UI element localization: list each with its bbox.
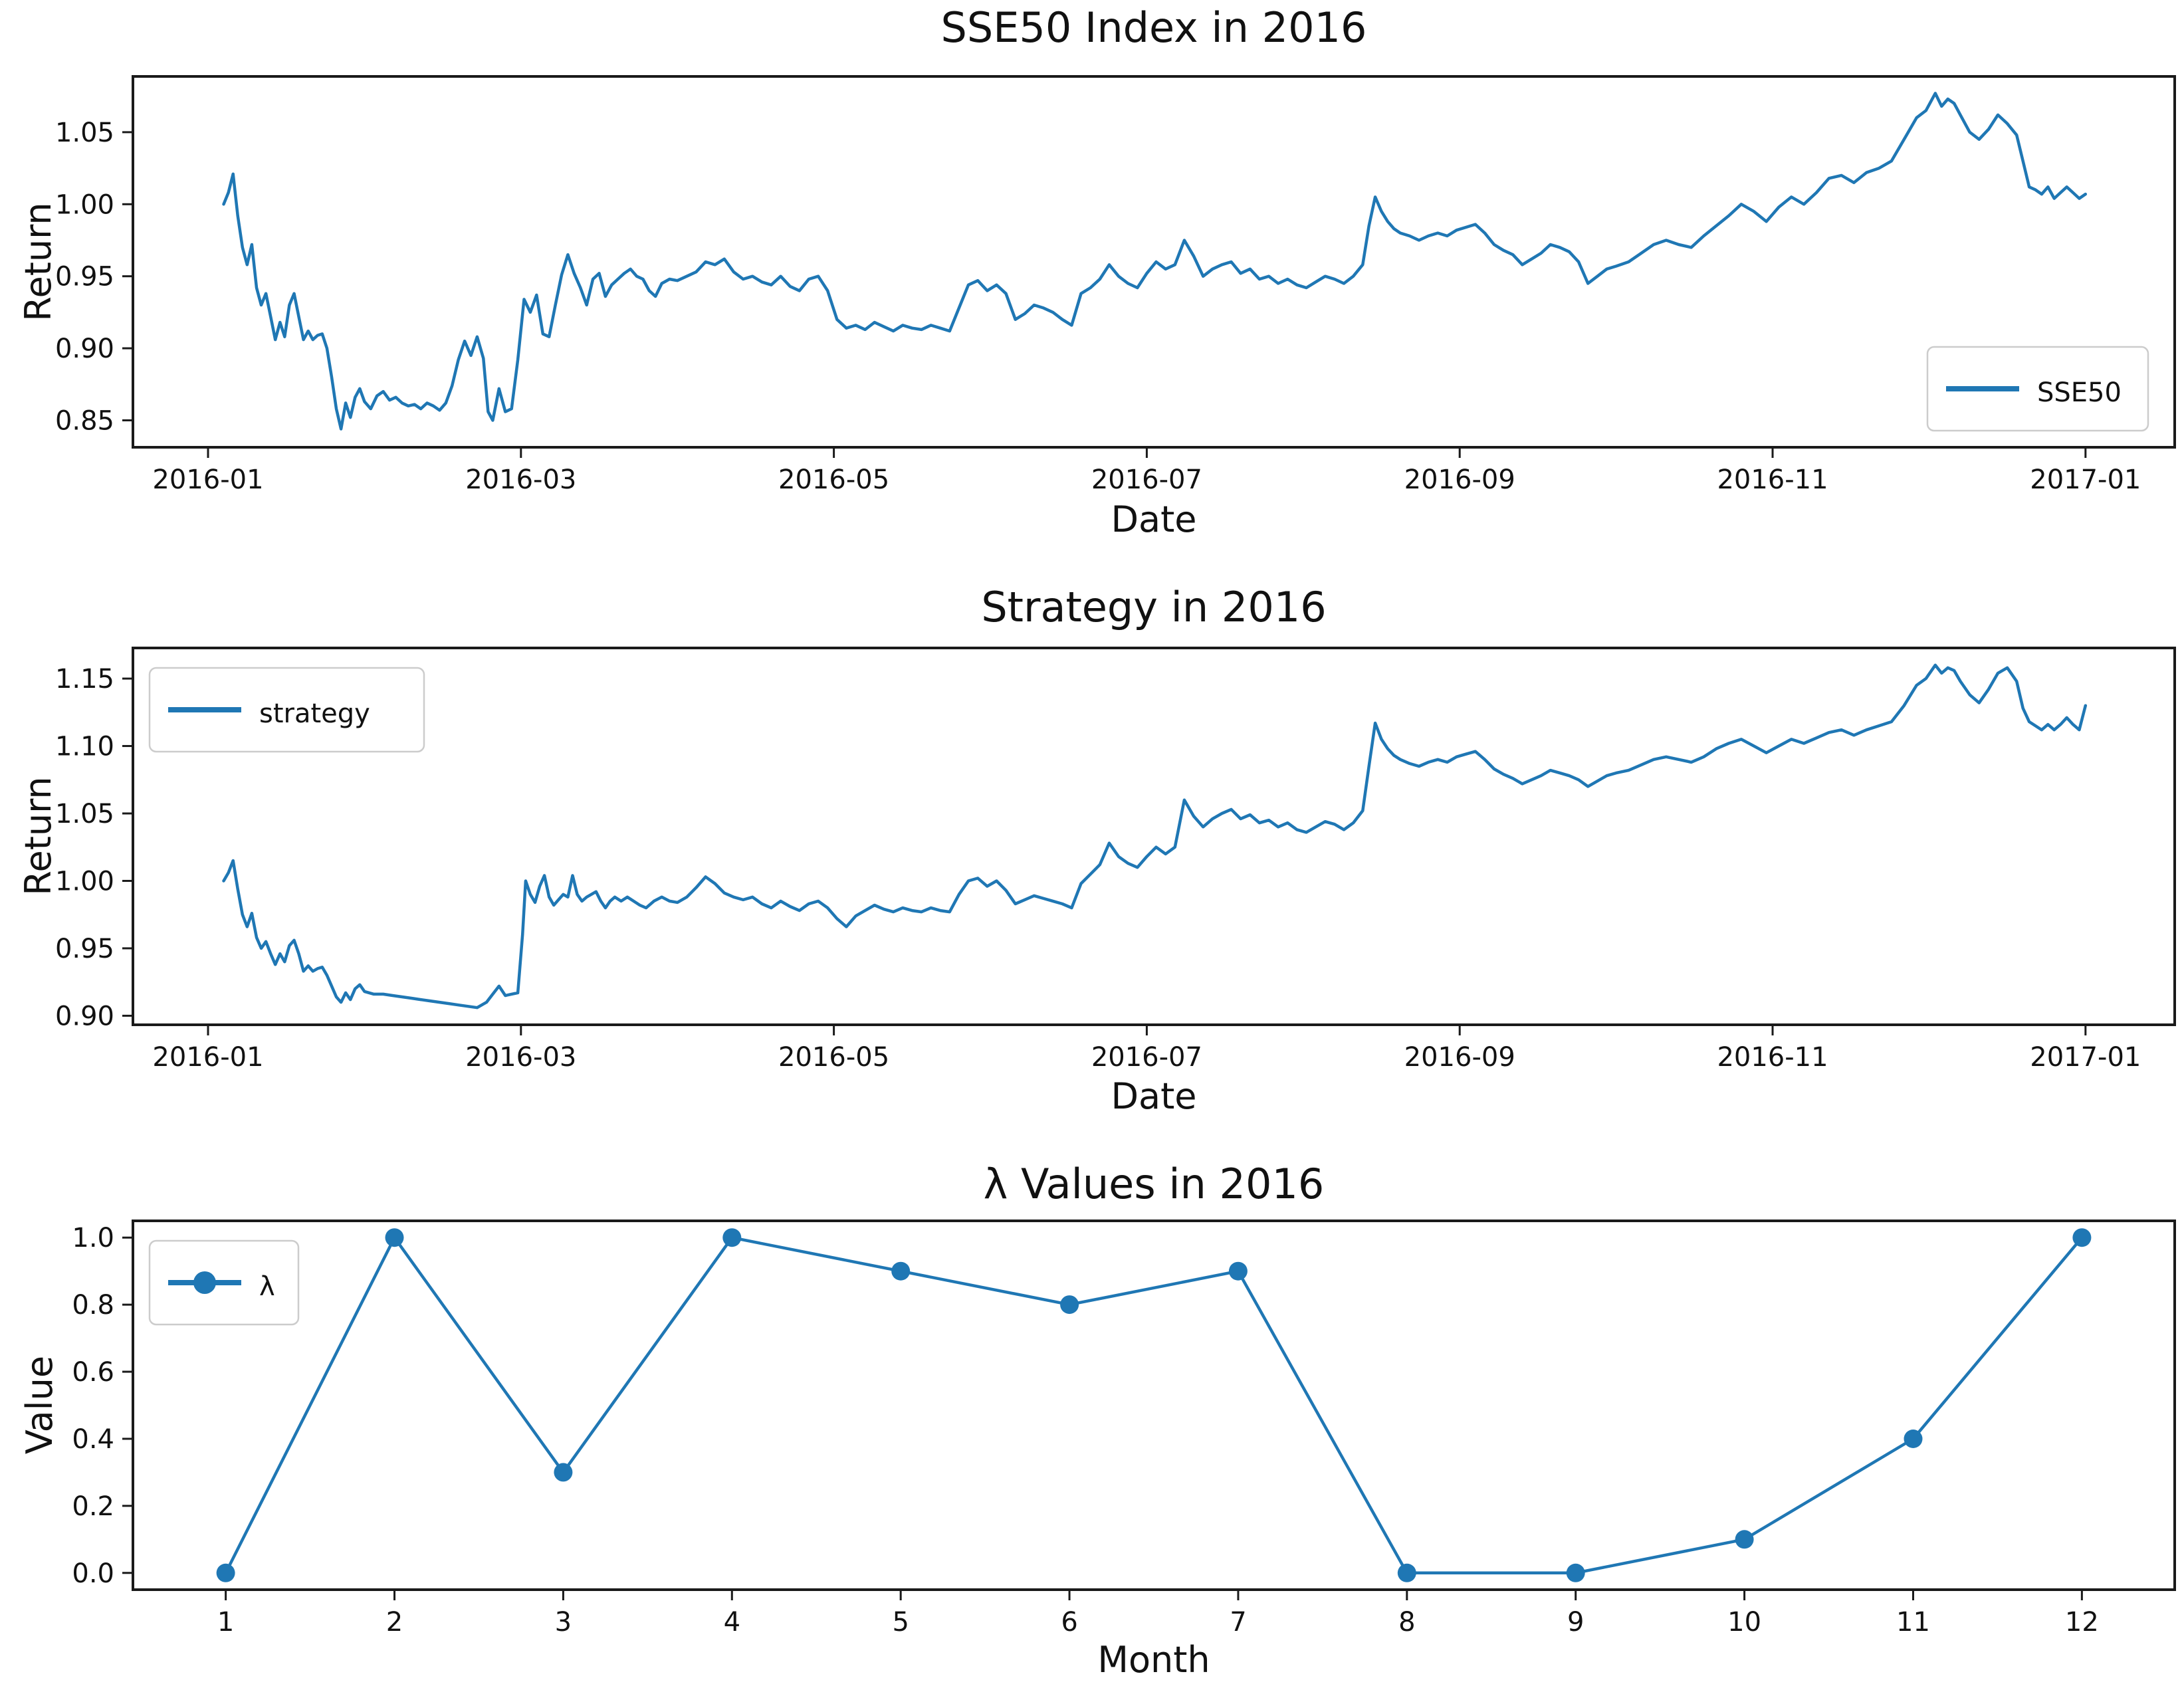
x-tick-label: 2016-01 bbox=[152, 465, 263, 495]
x-axis-label-date-middle: Date bbox=[1111, 1075, 1197, 1117]
subplot-strategy: 2016-01 2016-03 2016-05 2016-07 2016-09 2016-… bbox=[55, 647, 2176, 1073]
x-axis-label-date-top: Date bbox=[1111, 498, 1197, 540]
y-tick-label: 0.2 bbox=[72, 1491, 114, 1522]
x-tick-label: 2016-05 bbox=[778, 1042, 889, 1073]
legend-label: SSE50 bbox=[2037, 377, 2122, 408]
lambda-marker-dot bbox=[1228, 1261, 1248, 1281]
x-tick-label: 2016-03 bbox=[465, 465, 576, 495]
lambda-marker-dot bbox=[1735, 1530, 1754, 1549]
lambda-line bbox=[224, 1235, 2084, 1575]
y-tick-label: 0.0 bbox=[72, 1558, 114, 1589]
x-tick-label: 12 bbox=[2065, 1607, 2099, 1638]
x-tick-label: 9 bbox=[1567, 1607, 1584, 1638]
y-tick-label: 0.4 bbox=[72, 1424, 114, 1455]
x-tick-label: 1 bbox=[217, 1607, 234, 1638]
x-tick-label: 2016-09 bbox=[1404, 1042, 1515, 1073]
x-tick-label: 8 bbox=[1398, 1607, 1415, 1638]
x-tick-label: 2016-07 bbox=[1091, 465, 1202, 495]
legend-label: strategy bbox=[259, 698, 370, 729]
x-tick-label: 4 bbox=[724, 1607, 740, 1638]
x-tick-label: 2017-01 bbox=[2030, 465, 2141, 495]
y-tick-label: 1.10 bbox=[55, 732, 114, 762]
x-tick-label: 2 bbox=[386, 1607, 403, 1638]
axes-frame bbox=[132, 75, 2176, 449]
y-tick-label: 0.85 bbox=[55, 405, 114, 436]
lambda-marker-dot bbox=[1566, 1563, 1585, 1582]
chart-title-lambda: λ Values in 2016 bbox=[983, 1160, 1325, 1208]
y-tick-label: 0.95 bbox=[55, 934, 114, 964]
x-axis-label-month: Month bbox=[1097, 1639, 1210, 1681]
x-tick-label: 11 bbox=[1896, 1607, 1930, 1638]
strategy-line bbox=[222, 663, 2088, 1009]
chart-title-sse50: SSE50 Index in 2016 bbox=[940, 3, 1367, 52]
x-tick-label: 2016-03 bbox=[465, 1042, 576, 1073]
x-tick-label: 2016-05 bbox=[778, 465, 889, 495]
legend-label: λ bbox=[259, 1271, 275, 1302]
x-tick-label: 7 bbox=[1230, 1607, 1246, 1638]
x-tick-label: 2016-01 bbox=[152, 1042, 263, 1073]
x-tick-label: 6 bbox=[1061, 1607, 1077, 1638]
x-tick-label: 3 bbox=[555, 1607, 572, 1638]
x-tick-label: 2016-09 bbox=[1404, 465, 1515, 495]
lambda-marker-dot bbox=[216, 1563, 235, 1582]
lambda-marker-dot bbox=[1060, 1295, 1079, 1315]
lambda-marker-dot bbox=[891, 1261, 911, 1281]
axes-frame bbox=[132, 1220, 2176, 1591]
y-tick-label: 1.0 bbox=[72, 1223, 114, 1253]
x-tick-label: 2016-11 bbox=[1717, 1042, 1828, 1073]
y-tick-label: 0.90 bbox=[55, 334, 114, 364]
legend-box bbox=[148, 667, 425, 753]
axes-frame bbox=[132, 647, 2176, 1026]
subplot-lambda: 1 2 3 4 5 6 7 8 9 10 11 121.00.80.60.40.20.0λ bbox=[72, 1220, 2176, 1638]
legend-marker-sample bbox=[193, 1271, 216, 1294]
y-tick-label: 0.90 bbox=[55, 1001, 114, 1031]
x-tick-label: 2016-11 bbox=[1717, 465, 1828, 495]
lambda-marker-dot bbox=[2072, 1228, 2092, 1247]
y-tick-label: 0.8 bbox=[72, 1290, 114, 1321]
subplot-sse50: 2016-01 2016-03 2016-05 2016-07 2016-09 2016-… bbox=[55, 75, 2176, 495]
legend-box bbox=[1926, 346, 2149, 432]
y-tick-label: 1.05 bbox=[55, 118, 114, 148]
y-tick-label: 1.15 bbox=[55, 664, 114, 694]
lambda-marker-dot bbox=[1904, 1430, 1923, 1448]
lambda-marker-dot bbox=[722, 1228, 742, 1247]
lambda-marker-dot bbox=[385, 1228, 404, 1247]
y-tick-label: 1.00 bbox=[55, 189, 114, 220]
y-tick-label: 0.6 bbox=[72, 1357, 114, 1388]
x-tick-label: 10 bbox=[1727, 1607, 1761, 1638]
x-tick-label: 2016-07 bbox=[1091, 1042, 1202, 1073]
y-tick-label: 0.95 bbox=[55, 262, 114, 292]
sse50-line bbox=[222, 92, 2088, 431]
lambda-marker-dot bbox=[1397, 1563, 1416, 1582]
y-tick-label: 1.05 bbox=[55, 799, 114, 829]
y-tick-label: 1.00 bbox=[55, 866, 114, 897]
chart-title-strategy: Strategy in 2016 bbox=[981, 583, 1327, 631]
lambda-marker-dot bbox=[554, 1463, 573, 1482]
x-tick-label: 2017-01 bbox=[2030, 1042, 2141, 1073]
x-tick-label: 5 bbox=[892, 1607, 909, 1638]
